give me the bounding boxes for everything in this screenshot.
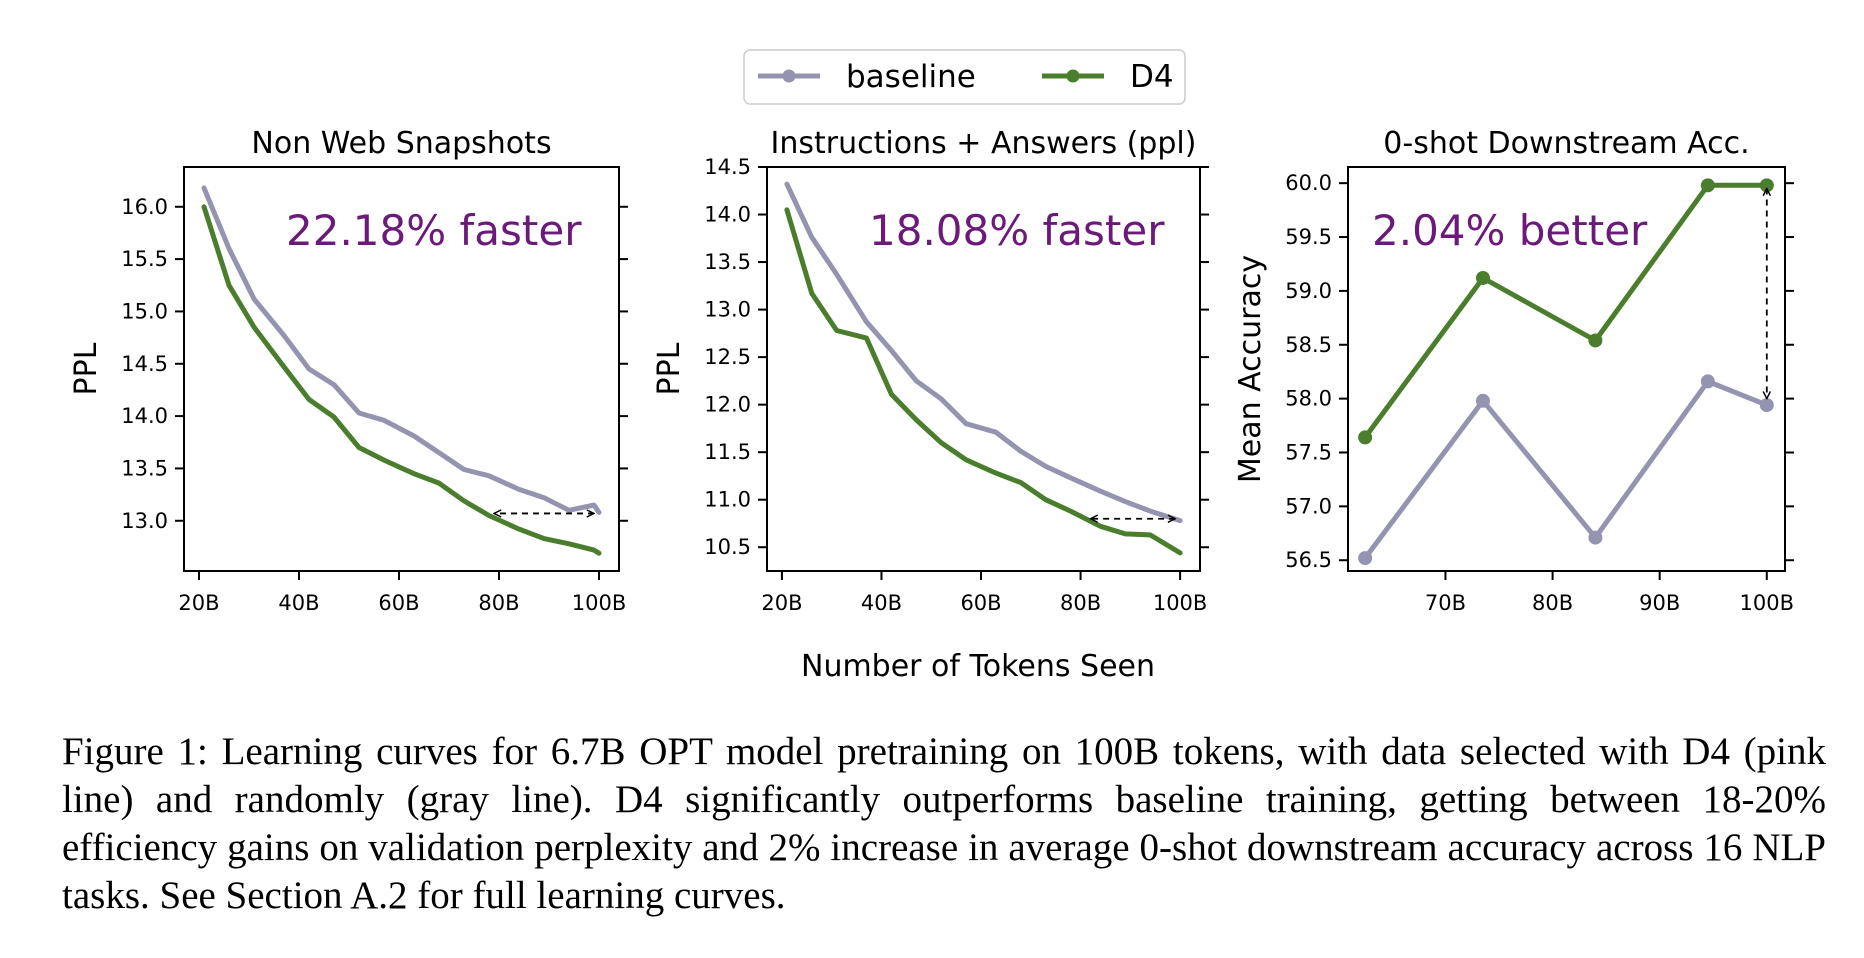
- data-point-d4: [1588, 333, 1603, 348]
- legend-label-baseline: baseline: [846, 59, 976, 95]
- y-axis-label: PPL: [69, 342, 104, 395]
- y-tick-label: 57.0: [1285, 494, 1332, 518]
- y-tick-label: 16.0: [121, 195, 168, 219]
- y-tick-label: 14.5: [704, 155, 751, 179]
- x-tick-label: 60B: [960, 591, 1001, 615]
- chart-title: Instructions + Answers (ppl): [771, 126, 1197, 161]
- y-tick-label: 56.5: [1285, 548, 1332, 572]
- chart-title: Non Web Snapshots: [251, 126, 551, 161]
- series-line-d4: [784, 207, 1183, 556]
- chart-title: 0-shot Downstream Acc.: [1383, 126, 1749, 161]
- y-tick-label: 59.0: [1285, 279, 1332, 303]
- series-line-d4: [201, 204, 602, 556]
- improvement-annotation: 18.08% faster: [869, 206, 1165, 255]
- series-line-baseline: [1362, 378, 1770, 561]
- x-tick-label: 70B: [1425, 591, 1466, 615]
- legend-entry-baseline: baseline: [758, 59, 976, 95]
- y-tick-label: 12.0: [704, 393, 751, 417]
- x-tick-label: 40B: [278, 591, 319, 615]
- x-tick-label: 80B: [1532, 591, 1573, 615]
- y-tick-label: 11.0: [704, 488, 751, 512]
- data-point-d4: [1700, 178, 1715, 193]
- x-tick-label: 80B: [478, 591, 519, 615]
- y-tick-label: 14.0: [704, 203, 751, 227]
- data-point-d4: [1475, 270, 1490, 285]
- legend: baseline D4: [743, 49, 1186, 105]
- data-point-baseline: [1759, 398, 1774, 413]
- series-line-baseline: [201, 185, 602, 515]
- x-tick-label: 100B: [572, 591, 627, 615]
- x-tick-label: 40B: [861, 591, 902, 615]
- x-tick-label: 100B: [1740, 591, 1795, 615]
- y-tick-label: 13.0: [704, 298, 751, 322]
- x-tick-label: 80B: [1060, 591, 1101, 615]
- figure-caption: Figure 1: Learning curves for 6.7B OPT m…: [62, 730, 1826, 917]
- y-tick-label: 58.0: [1285, 387, 1332, 411]
- legend-marker-baseline: [782, 69, 796, 83]
- y-tick-label: 13.0: [121, 509, 168, 533]
- legend-entry-d4: D4: [1042, 59, 1174, 95]
- plot-frame: [183, 166, 620, 572]
- y-tick-label: 13.5: [704, 250, 751, 274]
- legend-frame: [743, 49, 1186, 105]
- data-point-baseline: [1475, 393, 1490, 408]
- y-tick-label: 13.5: [121, 456, 168, 480]
- improvement-annotation: 2.04% better: [1372, 206, 1648, 255]
- y-tick-label: 57.5: [1285, 440, 1332, 464]
- y-tick-label: 11.5: [704, 440, 751, 464]
- x-tick-label: 90B: [1639, 591, 1680, 615]
- y-tick-label: 60.0: [1285, 171, 1332, 195]
- legend-marker-d4: [1066, 69, 1080, 83]
- data-point-baseline: [1588, 530, 1603, 545]
- x-tick-label: 60B: [378, 591, 419, 615]
- y-tick-label: 59.5: [1285, 225, 1332, 249]
- legend-label-d4: D4: [1130, 59, 1174, 95]
- y-tick-label: 58.5: [1285, 333, 1332, 357]
- x-tick-label: 100B: [1153, 591, 1208, 615]
- y-tick-label: 10.5: [704, 535, 751, 559]
- improvement-annotation: 22.18% faster: [286, 206, 582, 255]
- shared-x-axis-label: Number of Tokens Seen: [801, 649, 1155, 684]
- plot-frame: [766, 166, 1201, 572]
- data-point-baseline: [1358, 551, 1373, 566]
- x-tick-label: 20B: [761, 591, 802, 615]
- y-axis-label: Mean Accuracy: [1233, 255, 1268, 483]
- data-point-baseline: [1700, 374, 1715, 389]
- y-tick-label: 14.5: [121, 352, 168, 376]
- y-tick-label: 14.0: [121, 404, 168, 428]
- plot-frame: [1347, 166, 1786, 572]
- chart-panel-non-web-snapshots: Non Web Snapshots PPL 20B 40B 60B 80B 100B 13.0…: [69, 126, 628, 615]
- data-point-d4: [1358, 430, 1373, 445]
- chart-panel-zero-shot-accuracy: 0-shot Downstream Acc. Mean Accuracy 70B 80…: [1233, 126, 1794, 615]
- x-tick-label: 20B: [178, 591, 219, 615]
- y-tick-label: 12.5: [704, 345, 751, 369]
- y-tick-label: 15.0: [121, 299, 168, 323]
- series-line-baseline: [784, 181, 1183, 524]
- y-tick-label: 15.5: [121, 247, 168, 271]
- y-axis-label: PPL: [652, 342, 687, 395]
- chart-panel-instructions-answers: Instructions + Answers (ppl) PPL 20B 40B 60B…: [652, 126, 1209, 615]
